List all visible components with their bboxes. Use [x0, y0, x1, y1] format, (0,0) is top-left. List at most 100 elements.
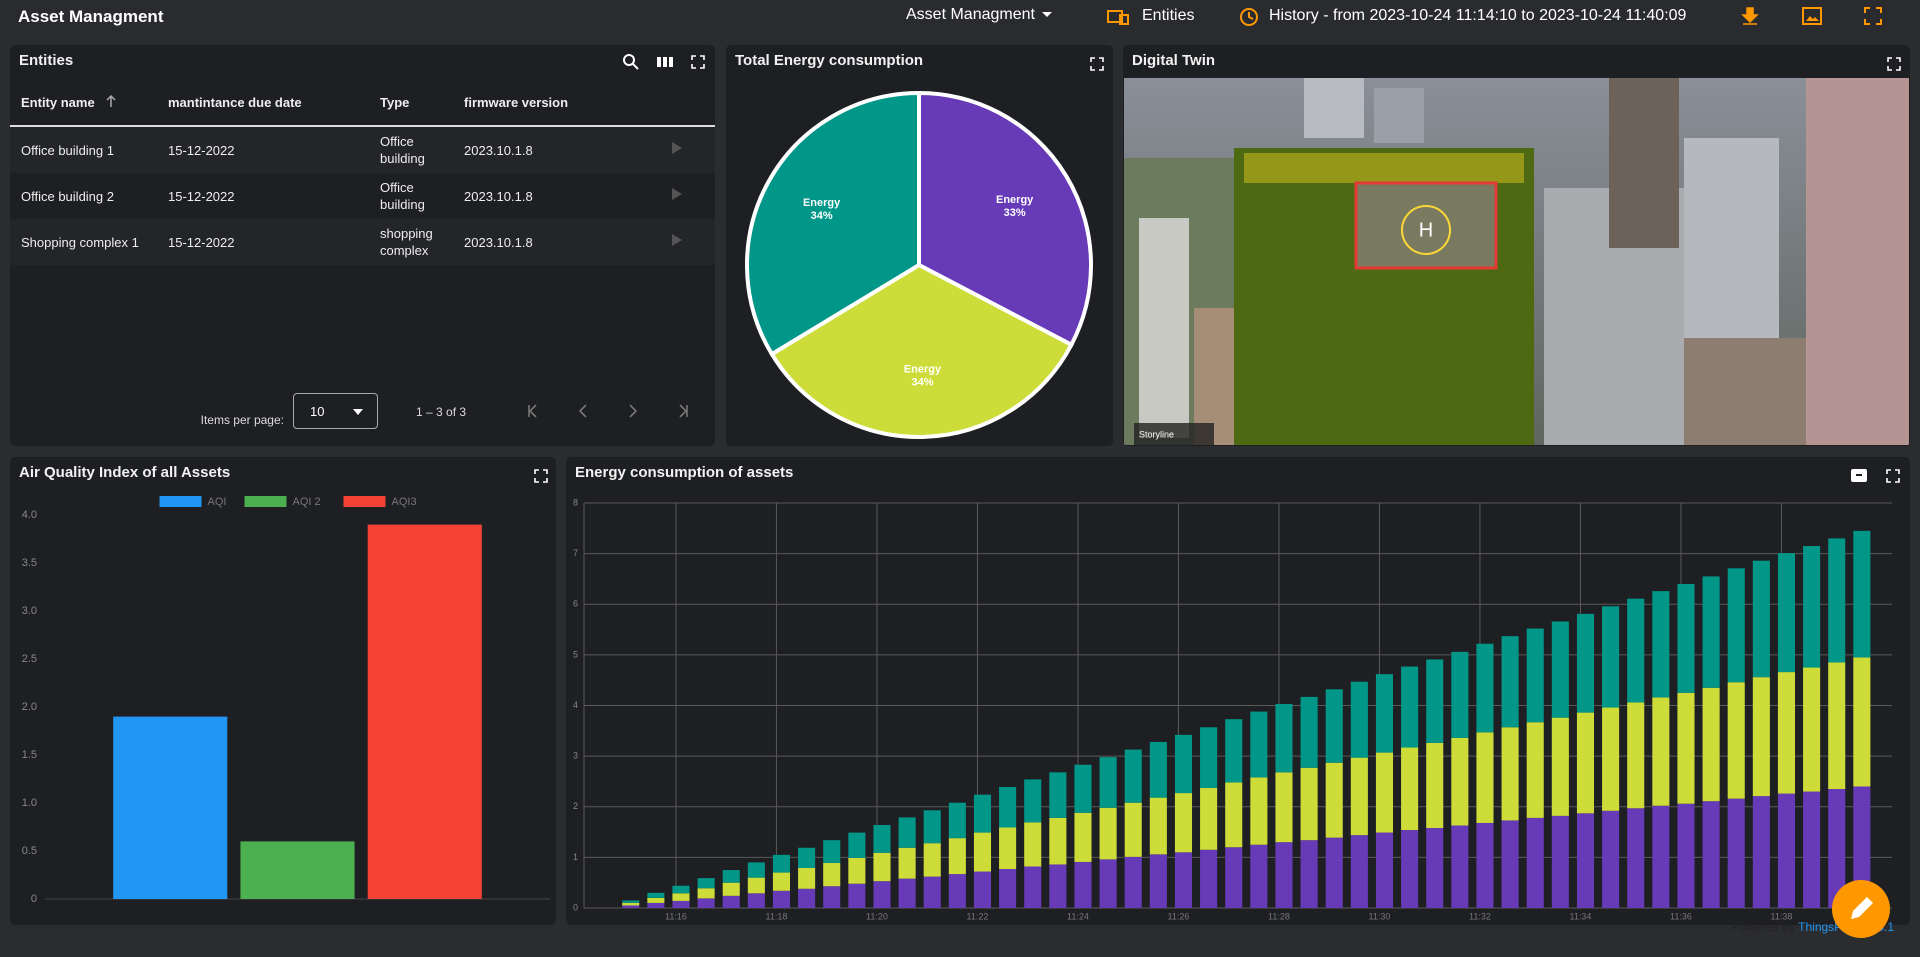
bar-segment: [1551, 717, 1569, 816]
items-per-page-value[interactable]: 10: [310, 404, 325, 419]
bar-segment: [1049, 864, 1067, 908]
y-tick-label: 8: [573, 497, 578, 507]
fullscreen-icon[interactable]: [1886, 469, 1900, 483]
columns-icon[interactable]: [656, 55, 674, 69]
fullscreen-icon[interactable]: [1090, 57, 1104, 71]
column-header[interactable]: firmware version: [464, 94, 569, 110]
dashboard-select[interactable]: Asset Managment: [906, 6, 1053, 24]
bar-segment: [772, 872, 791, 891]
items-per-page-select[interactable]: 10: [293, 393, 378, 429]
bar-segment: [1375, 752, 1394, 833]
history-icon: [1240, 8, 1258, 26]
bar-segment: [1426, 828, 1444, 908]
storyline-label[interactable]: Storyline: [1139, 429, 1174, 439]
bar-segment: [823, 840, 841, 863]
page-first[interactable]: [526, 403, 540, 419]
table-row[interactable]: [10, 127, 715, 173]
row-arrow[interactable]: [672, 142, 682, 154]
bar-segment: [823, 886, 841, 908]
bar-segment: [722, 870, 740, 883]
table-cell: 2023.10.1.8: [464, 142, 533, 158]
panel-title: Digital Twin: [1132, 52, 1216, 69]
bar-segment: [1225, 847, 1243, 908]
pie-panel: Total Energy consumption Energy 33% Energy…: [726, 45, 1113, 446]
bar-segment: [1024, 779, 1042, 823]
bar-segment: [873, 881, 891, 908]
bar-segment: [1803, 791, 1821, 908]
dashboard-name[interactable]: Asset Managment: [906, 6, 1035, 23]
aqi-chart: 0 0.5 1.0 1.5 2.0 2.5 3.0 3.5 4.0 AQI AQI 2 AQI3: [22, 496, 550, 905]
entities-icon: [1107, 10, 1129, 25]
edit-button[interactable]: [1831, 879, 1891, 939]
bar-segment: [1200, 727, 1218, 789]
fullscreen-icon[interactable]: [691, 55, 705, 69]
bar-segment: [1627, 598, 1645, 703]
bar-segment: [1401, 666, 1419, 748]
bar-segment: [1627, 808, 1645, 908]
bar-segment: [647, 892, 665, 898]
y-tick-label: 4.0: [22, 509, 37, 521]
column-header[interactable]: Type: [380, 94, 410, 110]
page-next[interactable]: [626, 403, 640, 419]
column-header[interactable]: mantintance due date: [168, 94, 302, 110]
bar-segment: [697, 898, 715, 908]
bar-segment: [999, 869, 1017, 908]
history-button[interactable]: History - from 2023-10-24 11:14:10 to 20…: [1269, 7, 1687, 24]
bar-segment: [1325, 762, 1343, 838]
column-header[interactable]: Entity name: [21, 94, 95, 110]
legend-swatch: [244, 496, 287, 507]
row-arrow[interactable]: [672, 234, 682, 246]
bar-segment: [923, 876, 941, 908]
image-icon[interactable]: [1801, 5, 1823, 27]
bar-segment: [848, 883, 866, 908]
bar-segment: [1853, 657, 1871, 787]
bar-segment: [697, 888, 715, 899]
y-tick-label: 3.5: [22, 557, 37, 569]
fullscreen-icon[interactable]: [1887, 57, 1901, 71]
bar-segment: [1576, 813, 1595, 908]
table-row[interactable]: [10, 219, 715, 265]
bar-segment: [848, 832, 866, 858]
row-arrow[interactable]: [672, 188, 682, 200]
y-tick-label: 0: [573, 902, 578, 912]
fullscreen-icon[interactable]: [534, 469, 548, 483]
bar-segment: [898, 847, 916, 879]
bar-segment: [1803, 667, 1821, 792]
header-divider: [10, 125, 715, 127]
energy-panel: 0 1 2 3 4 5 6 7 8 11:16 11:18 11:20 11:22 11:24 11:26 1…: [566, 457, 1910, 925]
fullscreen-icon[interactable]: [1862, 5, 1884, 27]
bar-segment: [1551, 621, 1569, 718]
bar-segment: [1526, 722, 1544, 818]
entities-button[interactable]: Entities: [1142, 7, 1195, 24]
digital-twin-view[interactable]: H Storyline: [1124, 78, 1909, 445]
archive-icon[interactable]: [1850, 467, 1868, 483]
panel-title: Entities: [19, 52, 74, 69]
bar-segment: [1627, 702, 1645, 809]
bar-segment: [1451, 651, 1469, 738]
legend-swatch: [159, 496, 202, 507]
bar-segment: [1777, 553, 1796, 673]
x-tick-label: 11:16: [665, 911, 687, 921]
legend-label: AQI 2: [293, 496, 321, 508]
bar-segment: [1074, 812, 1092, 862]
table-cell: 15-12-2022: [168, 234, 235, 250]
app-title: Asset Managment: [18, 7, 164, 26]
bar: [367, 524, 482, 899]
page-last[interactable]: [676, 403, 690, 419]
bar-segment: [1752, 796, 1770, 908]
bar-segment: [1325, 837, 1343, 908]
bar-segment: [1225, 782, 1243, 848]
download-icon[interactable]: [1739, 5, 1761, 27]
bar-segment: [1174, 852, 1193, 908]
sort-icon: [106, 94, 116, 107]
bar-segment: [1124, 749, 1142, 803]
bar: [240, 841, 355, 899]
page-prev[interactable]: [576, 403, 590, 419]
bar-segment: [622, 902, 640, 906]
bar-segment: [1325, 689, 1343, 763]
search-icon[interactable]: [622, 53, 640, 71]
table-row[interactable]: [10, 173, 715, 219]
bar-segment: [1702, 576, 1720, 688]
x-tick-label: 11:34: [1570, 911, 1592, 921]
y-tick-label: 3.0: [22, 605, 37, 617]
